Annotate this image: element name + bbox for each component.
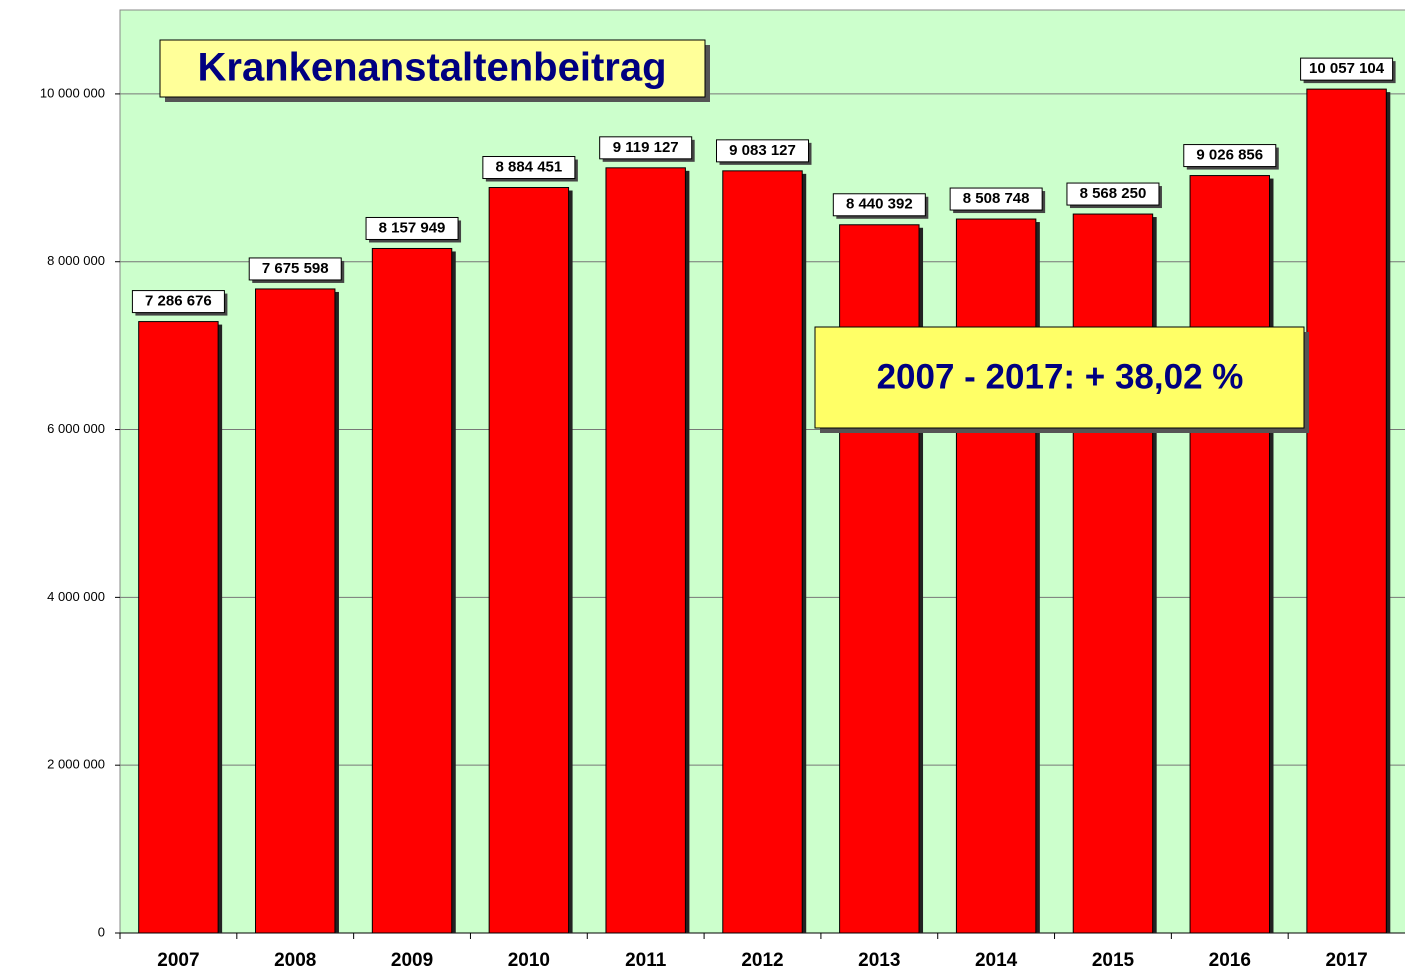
bar	[1306, 88, 1387, 934]
bar	[955, 218, 1037, 934]
value-label: 7 675 598	[262, 260, 329, 277]
x-tick-label: 2008	[274, 950, 316, 969]
value-label-box	[832, 193, 926, 217]
value-label-box	[716, 139, 809, 163]
x-tick-label: 2010	[508, 950, 550, 969]
x-tick-label: 2017	[1325, 950, 1367, 969]
annotation: 2007 - 2017: + 38,02 %	[877, 357, 1244, 396]
title-box	[159, 39, 706, 98]
value-label-box	[248, 257, 342, 281]
value-label-box	[482, 156, 576, 180]
y-tick-label: 6 000 000	[47, 421, 105, 436]
bar	[605, 167, 686, 934]
x-tick-label: 2011	[625, 950, 667, 969]
value-label: 7 286 676	[145, 293, 212, 310]
x-tick-label: 2009	[391, 950, 433, 969]
value-label: 8 568 250	[1080, 185, 1147, 202]
y-tick-label: 0	[98, 924, 105, 939]
y-tick-label: 8 000 000	[47, 253, 105, 268]
bar	[1189, 175, 1270, 934]
value-label-box	[131, 290, 225, 314]
value-label: 8 440 392	[846, 196, 913, 213]
y-tick-label: 4 000 000	[47, 589, 105, 604]
bar	[488, 187, 570, 934]
x-tick-label: 2014	[975, 950, 1018, 969]
value-label: 8 884 451	[495, 158, 562, 175]
chart-title: Krankenanstaltenbeitrag	[197, 46, 666, 90]
value-label-box	[1066, 182, 1160, 206]
value-label: 9 083 127	[729, 142, 796, 159]
value-label: 9 119 127	[613, 139, 679, 156]
value-label: 10 057 104	[1309, 60, 1385, 77]
value-label-box	[1300, 57, 1394, 81]
x-tick-label: 2007	[157, 950, 199, 969]
value-label: 8 508 748	[963, 190, 1030, 207]
x-tick-label: 2013	[858, 950, 900, 969]
annotation-box	[814, 326, 1305, 429]
bar	[138, 321, 219, 934]
y-tick-label: 10 000 000	[40, 85, 105, 100]
x-tick-label: 2016	[1209, 950, 1251, 969]
bar	[371, 247, 453, 934]
value-label: 8 157 949	[379, 219, 446, 236]
x-tick-label: 2012	[741, 950, 783, 969]
bar	[255, 288, 336, 934]
value-label-box	[365, 216, 459, 240]
value-label-box	[949, 187, 1043, 211]
y-tick-label: 2 000 000	[47, 757, 105, 772]
bar	[1072, 213, 1154, 934]
x-tick-label: 2015	[1092, 950, 1135, 969]
value-label-box	[599, 136, 693, 160]
bar	[722, 170, 803, 934]
marks: 2007 7 286 676 2008 7 675 598 2009 8 157 949 2…	[131, 57, 1396, 969]
value-label-box	[1183, 144, 1277, 168]
value-label: 9 026 856	[1196, 147, 1263, 164]
